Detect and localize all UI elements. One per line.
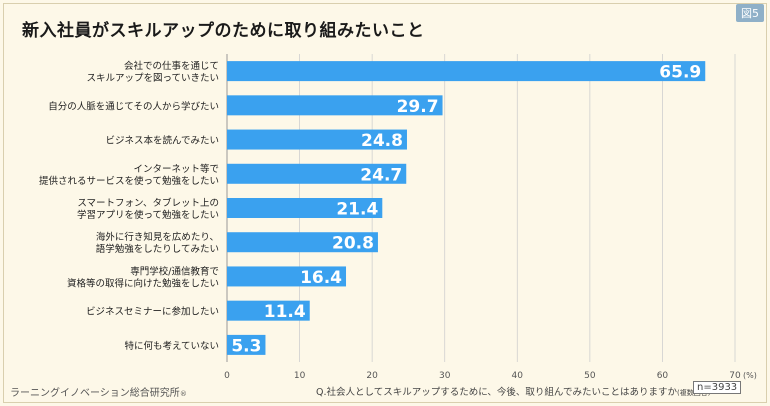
bar: [227, 266, 347, 287]
x-tick-label: 40: [512, 371, 524, 381]
category-label-line: 自分の人脈を通じてその人から学びたい: [48, 100, 219, 112]
bar: [227, 334, 266, 355]
figure-badge: 図5: [736, 4, 764, 22]
bar: [227, 198, 383, 218]
category-label: インターネット等で提供されるサービスを使って勉強をしたい: [39, 163, 219, 187]
category-label-line: 会社での仕事を通じて: [124, 60, 219, 72]
category-label-line: スマートフォン、タブレット上の: [77, 197, 219, 209]
page-title: 新入社員がスキルアップのために取り組みたいこと: [22, 21, 425, 41]
survey-question: Q.社会人としてスキルアップするために、今後、取り組んでみたいことはありますか(…: [316, 384, 710, 398]
category-label-line: 海外に行き知見を広めたり、: [96, 231, 219, 243]
registered-mark: ®: [179, 390, 187, 398]
bar-value-label: 24.8: [361, 131, 403, 151]
bar-value-label: 24.7: [360, 165, 402, 185]
category-label: ビジネスセミナーに参加したい: [86, 306, 219, 318]
category-label-line: インターネット等で: [133, 163, 219, 175]
bar: [227, 95, 443, 116]
x-tick-label: 0: [224, 371, 230, 381]
category-label: 会社での仕事を通じてスキルアップを図っていきたい: [86, 60, 219, 84]
bar-value-label: 20.8: [332, 234, 374, 254]
category-label-line: 特に何も考えていない: [124, 340, 219, 352]
category-label: 海外に行き知見を広めたり、語学勉強をしたりしてみたい: [96, 231, 219, 255]
x-tick-label: 10: [294, 371, 306, 381]
bar-value-label: 29.7: [397, 97, 439, 117]
category-label: 自分の人脈を通じてその人から学びたい: [48, 100, 219, 112]
bar-value-label: 21.4: [336, 200, 378, 220]
bar-value-label: 65.9: [659, 63, 701, 83]
bar-value-label: 11.4: [264, 302, 306, 322]
bar: [227, 129, 407, 150]
x-tick-label: 30: [439, 371, 451, 381]
bar-value-label: 5.3: [231, 336, 261, 356]
category-label-line: 専門学校/通信教育で: [130, 265, 219, 277]
bar: [227, 61, 706, 82]
category-label: 特に何も考えていない: [124, 340, 219, 352]
category-label: ビジネス本を読んでみたい: [105, 135, 219, 147]
x-tick-label: 20: [366, 371, 378, 381]
bar: [227, 163, 407, 184]
category-label-line: 資格等の取得に向けた勉強をしたい: [67, 277, 219, 289]
category-label-line: ビジネス本を読んでみたい: [105, 135, 219, 147]
x-tick-label: 50: [584, 371, 596, 381]
category-label-line: スキルアップを図っていきたい: [86, 73, 219, 84]
category-label: 専門学校/通信教育で資格等の取得に向けた勉強をしたい: [67, 265, 219, 289]
category-label-line: 学習アプリを使って勉強をしたい: [77, 209, 219, 221]
source-credit: ラーニングイノベーション総合研究所®: [10, 384, 187, 399]
source-name: ラーニングイノベーション総合研究所: [10, 388, 180, 399]
bar-value-label: 16.4: [300, 268, 342, 288]
category-label-line: 提供されるサービスを使って勉強をしたい: [39, 175, 219, 187]
category-label: スマートフォン、タブレット上の学習アプリを使って勉強をしたい: [77, 197, 219, 221]
bar: [227, 232, 378, 253]
category-label-line: 語学勉強をしたりしてみたい: [96, 243, 219, 255]
x-unit-label: (%): [743, 371, 757, 380]
bar: [227, 300, 310, 321]
x-tick-label: 70: [729, 371, 741, 381]
x-tick-label: 60: [657, 371, 669, 381]
sample-size: n=3933: [693, 381, 742, 394]
category-label-line: ビジネスセミナーに参加したい: [86, 306, 219, 318]
question-text: Q.社会人としてスキルアップするために、今後、取り組んでみたいことはありますか: [316, 387, 677, 398]
